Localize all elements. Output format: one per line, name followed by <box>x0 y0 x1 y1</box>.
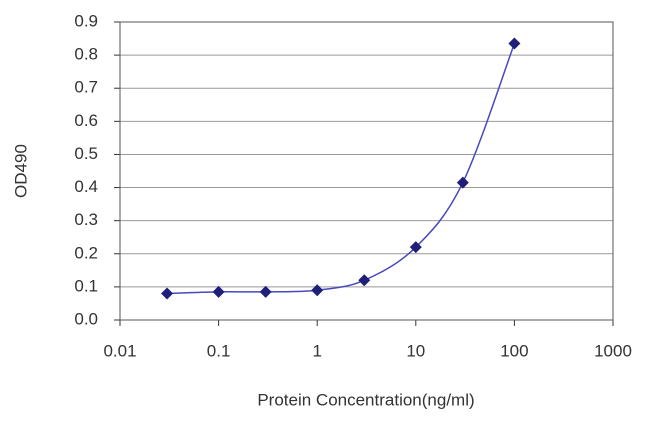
data-point <box>409 241 422 254</box>
y-tick-label: 0.2 <box>74 243 98 262</box>
y-tick-label: 0.8 <box>74 45 98 64</box>
x-tick-label: 1 <box>312 341 321 360</box>
x-tick-label: 10 <box>406 341 425 360</box>
data-point <box>311 284 324 297</box>
y-tick-label: 0.1 <box>74 276 98 295</box>
data-point <box>508 37 521 50</box>
x-tick-label: 0.1 <box>207 341 231 360</box>
data-point <box>358 274 371 287</box>
data-point <box>456 176 469 189</box>
curve <box>167 43 516 295</box>
data-point <box>212 285 225 298</box>
y-tick-label: 0.0 <box>74 309 98 328</box>
y-axis-title: OD490 <box>11 144 30 198</box>
y-tick-label: 0.4 <box>74 177 98 196</box>
x-tick-label: 1000 <box>594 341 632 360</box>
data-point <box>259 285 272 298</box>
x-tick-label: 0.01 <box>103 341 136 360</box>
y-tick-label: 0.5 <box>74 144 98 163</box>
y-tick-label: 0.6 <box>74 111 98 130</box>
y-tick-label: 0.7 <box>74 78 98 97</box>
data-point <box>161 287 174 300</box>
y-tick-label: 0.9 <box>74 11 98 30</box>
x-tick-label: 100 <box>500 341 528 360</box>
plot-frame <box>119 21 614 321</box>
y-tick-label: 0.3 <box>74 210 98 229</box>
x-axis-title: Protein Concentration(ng/ml) <box>257 390 474 409</box>
